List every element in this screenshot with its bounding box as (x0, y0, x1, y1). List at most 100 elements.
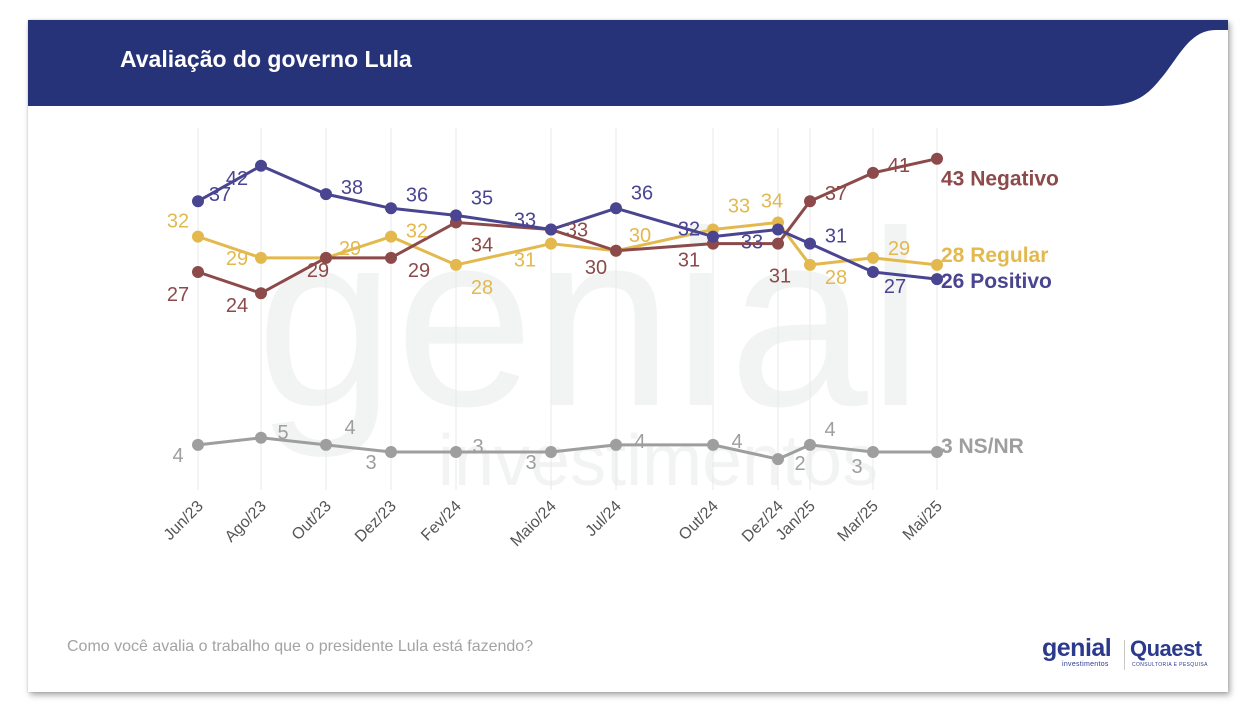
watermark-text: genial (256, 179, 923, 458)
data-label: 31 (825, 226, 847, 248)
data-point (707, 438, 719, 451)
data-point (320, 438, 332, 451)
data-label: 37 (825, 183, 847, 205)
data-label: 36 (631, 182, 653, 204)
gridlines (197, 128, 938, 490)
data-label: 37 (209, 184, 231, 206)
data-label: 29 (307, 260, 329, 282)
data-label: 34 (761, 190, 783, 212)
data-point (385, 446, 397, 458)
data-point (804, 438, 816, 451)
data-label: 36 (406, 184, 428, 206)
data-point (192, 195, 204, 208)
series-lines (197, 157, 938, 461)
data-label: 27 (167, 284, 189, 306)
series-line-negativo (197, 157, 938, 295)
data-point (450, 446, 462, 458)
data-point (385, 202, 397, 215)
data-label: 3 (525, 452, 536, 474)
data-label: 34 (471, 234, 493, 256)
x-tick-label: Out/24 (676, 498, 722, 544)
data-label: 4 (172, 445, 183, 467)
genial-logo: genial (1042, 634, 1112, 662)
data-label: 31 (514, 250, 536, 272)
data-label: 31 (678, 250, 700, 272)
data-label: 41 (888, 155, 910, 177)
series-line-positivo (197, 164, 938, 281)
data-point (385, 251, 397, 264)
data-point (192, 438, 204, 451)
data-label: 3 (365, 452, 376, 474)
data-label: 38 (341, 177, 363, 199)
data-point (255, 287, 267, 300)
series-points (192, 152, 943, 466)
data-label: 32 (406, 221, 428, 243)
data-label: 33 (741, 232, 763, 254)
data-label: 33 (514, 210, 536, 232)
data-point (385, 230, 397, 243)
data-label: 3 (851, 456, 862, 478)
data-label: 29 (408, 260, 430, 282)
data-label: 29 (888, 238, 910, 260)
data-label: 42 (226, 168, 248, 190)
x-tick-label: Mai/25 (900, 498, 946, 544)
data-label: 5 (277, 422, 288, 444)
data-label: 3 (472, 436, 483, 458)
data-point (255, 431, 267, 444)
data-point (450, 258, 462, 271)
data-point (192, 230, 204, 243)
data-label: 33 (566, 220, 588, 242)
quaest-logo: Quaest (1130, 636, 1202, 661)
data-label: 30 (629, 225, 651, 247)
series-end-label: 26 Positivo (941, 270, 1052, 293)
series-end-label: 3 NS/NR (941, 435, 1024, 458)
series-end-label: 43 Negativo (941, 168, 1059, 191)
data-point (255, 159, 267, 172)
data-point (320, 188, 332, 201)
data-point (772, 453, 784, 466)
data-label: 4 (824, 419, 835, 441)
watermark-logo: genial investimentos (256, 179, 923, 501)
x-tick-label: Dez/23 (352, 498, 400, 546)
logos: genial investimentos Quaest CONSULTORIA … (1042, 634, 1212, 674)
x-tick-label: Ago/23 (222, 498, 270, 546)
data-label: 28 (825, 267, 847, 289)
x-tick-label: Jun/23 (161, 498, 207, 544)
series-line-ns-nr (197, 436, 937, 461)
data-point (867, 446, 879, 458)
x-axis-ticks: Jun/23 Ago/23 Out/23 Dez/23 Fev/24 Maio/24 Jul… (161, 498, 946, 550)
slide: Avaliação do governo Lula genial investi… (28, 20, 1228, 692)
data-label: 4 (731, 431, 742, 453)
logo-divider (1124, 640, 1125, 670)
data-point (320, 251, 332, 264)
data-label: 27 (884, 276, 906, 298)
data-label: 33 (728, 196, 750, 218)
quaest-logo-subtitle: CONSULTORIA E PESQUISA (1132, 662, 1208, 668)
data-label: 35 (471, 187, 493, 209)
data-point (610, 438, 622, 451)
series-line-regular (197, 220, 938, 267)
data-point (450, 209, 462, 222)
data-point (610, 244, 622, 257)
watermark-subtext: investimentos (438, 421, 878, 501)
data-label: 29 (226, 248, 248, 270)
data-point (707, 230, 719, 243)
data-point (867, 166, 879, 179)
data-point (772, 223, 784, 236)
data-point (610, 202, 622, 215)
data-label: 4 (634, 431, 645, 453)
survey-question: Como você avalia o trabalho que o presid… (67, 638, 534, 655)
data-point (931, 152, 943, 165)
data-point (255, 251, 267, 264)
x-tick-label: Jul/24 (583, 498, 625, 540)
data-point (804, 258, 816, 271)
data-point (931, 273, 943, 286)
data-point (867, 251, 879, 264)
data-point (192, 266, 204, 278)
data-point (545, 446, 557, 458)
data-point (931, 446, 943, 458)
data-point (804, 195, 816, 208)
data-label: 30 (585, 257, 607, 279)
